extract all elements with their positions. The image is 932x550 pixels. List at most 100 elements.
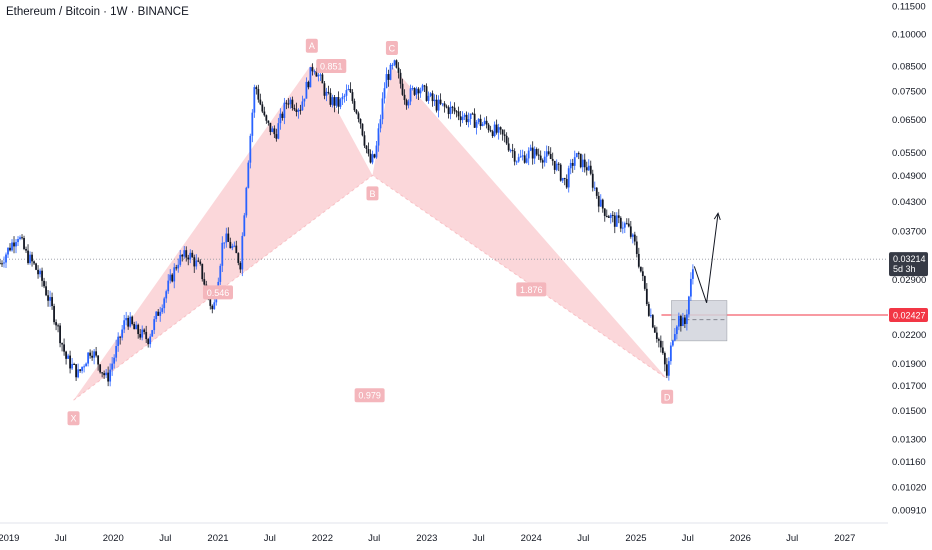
candle-body (47, 295, 49, 301)
candle-body (7, 247, 9, 255)
pattern-point-label: B (369, 189, 375, 199)
candle-body (615, 215, 618, 227)
candle-body (135, 324, 138, 330)
candle-body (519, 156, 522, 158)
candle-body (435, 99, 438, 111)
candle-body (509, 150, 512, 152)
candle-body (315, 71, 318, 77)
candle-body (249, 135, 252, 163)
candle-body (235, 245, 238, 254)
x-tick-label: Jul (368, 533, 380, 544)
candle-body (545, 151, 548, 157)
pattern-triangle-bcd (372, 66, 668, 379)
candle-body (293, 108, 296, 110)
candle-body (559, 164, 562, 181)
candle-body (303, 98, 306, 102)
ratio-label: 1.876 (516, 282, 547, 297)
candle-body (137, 324, 140, 335)
candle-body (305, 81, 308, 99)
candle-body (237, 253, 240, 263)
candle-body (353, 101, 356, 111)
candle-body (643, 276, 646, 289)
candle-body (337, 97, 340, 107)
candle-body (551, 158, 554, 161)
candle-body (91, 355, 94, 358)
candle-body (227, 233, 230, 242)
candle-body (287, 103, 290, 105)
candle-body (81, 366, 84, 371)
candle-body (153, 319, 156, 331)
candle-body (263, 111, 266, 116)
candle-body (463, 114, 466, 117)
candle-body (89, 352, 92, 356)
ratio-badge (316, 59, 347, 74)
candle-body (123, 320, 126, 330)
candle-body (173, 267, 176, 282)
pattern-point-label: D (664, 392, 671, 402)
candle-body (499, 127, 502, 130)
candle-body (17, 238, 19, 243)
candle-body (193, 257, 196, 267)
candle-body (189, 252, 192, 260)
candle-body (99, 364, 102, 373)
candle-body (485, 120, 488, 125)
candle-body (265, 115, 268, 121)
candle-body (225, 233, 228, 243)
candle-body (271, 128, 274, 133)
y-tick-label: 0.01900 (892, 359, 926, 370)
candle-body (539, 155, 542, 161)
candle-body (197, 260, 200, 262)
candle-body (399, 72, 402, 84)
candle-body (201, 263, 204, 280)
pattern-point-b: B (366, 186, 379, 201)
candle-body (495, 124, 498, 133)
candle-body (625, 223, 628, 225)
candle-body (273, 128, 276, 135)
y-tick-label: 0.11500 (892, 2, 926, 13)
candle-body (355, 110, 358, 114)
candle-body (477, 118, 480, 123)
candle-body (357, 113, 360, 120)
candle-body (591, 173, 594, 188)
candle-body (333, 97, 336, 106)
y-tick-label: 0.01160 (892, 457, 926, 468)
candle-body (571, 162, 574, 166)
candle-body (443, 103, 446, 107)
candle-body (95, 351, 98, 356)
candle-body (345, 90, 348, 96)
ratio-text: 0.546 (207, 288, 230, 298)
candle-body (623, 223, 626, 228)
candle-body (607, 216, 610, 218)
candle-body (689, 278, 692, 297)
candle-body (71, 363, 73, 369)
candle-body (369, 153, 372, 163)
candle-body (557, 163, 560, 165)
candle-body (57, 325, 59, 327)
level-price-value: 0.02427 (893, 310, 926, 320)
candle-body (543, 156, 546, 163)
candle-body (413, 88, 416, 95)
candle-body (0, 263, 1, 265)
y-tick-label: 0.05500 (892, 148, 926, 159)
candle-body (313, 71, 316, 73)
candle-body (409, 88, 412, 102)
candle-body (555, 163, 558, 170)
candle-body (655, 332, 658, 339)
candle-body (301, 101, 304, 111)
y-tick-label: 0.07500 (892, 86, 926, 97)
candle-body (61, 343, 63, 345)
candle-body (169, 274, 172, 281)
candle-body (553, 160, 556, 170)
candle-body (319, 74, 322, 76)
candle-body (613, 215, 616, 227)
candle-body (657, 338, 660, 341)
candle-body (691, 269, 694, 279)
countdown-value: 5d 3h (893, 264, 916, 274)
candle-body (603, 208, 606, 216)
pattern-point-badge (385, 41, 398, 56)
candle-body (467, 118, 470, 123)
candle-body (583, 159, 586, 168)
candle-body (493, 124, 496, 137)
